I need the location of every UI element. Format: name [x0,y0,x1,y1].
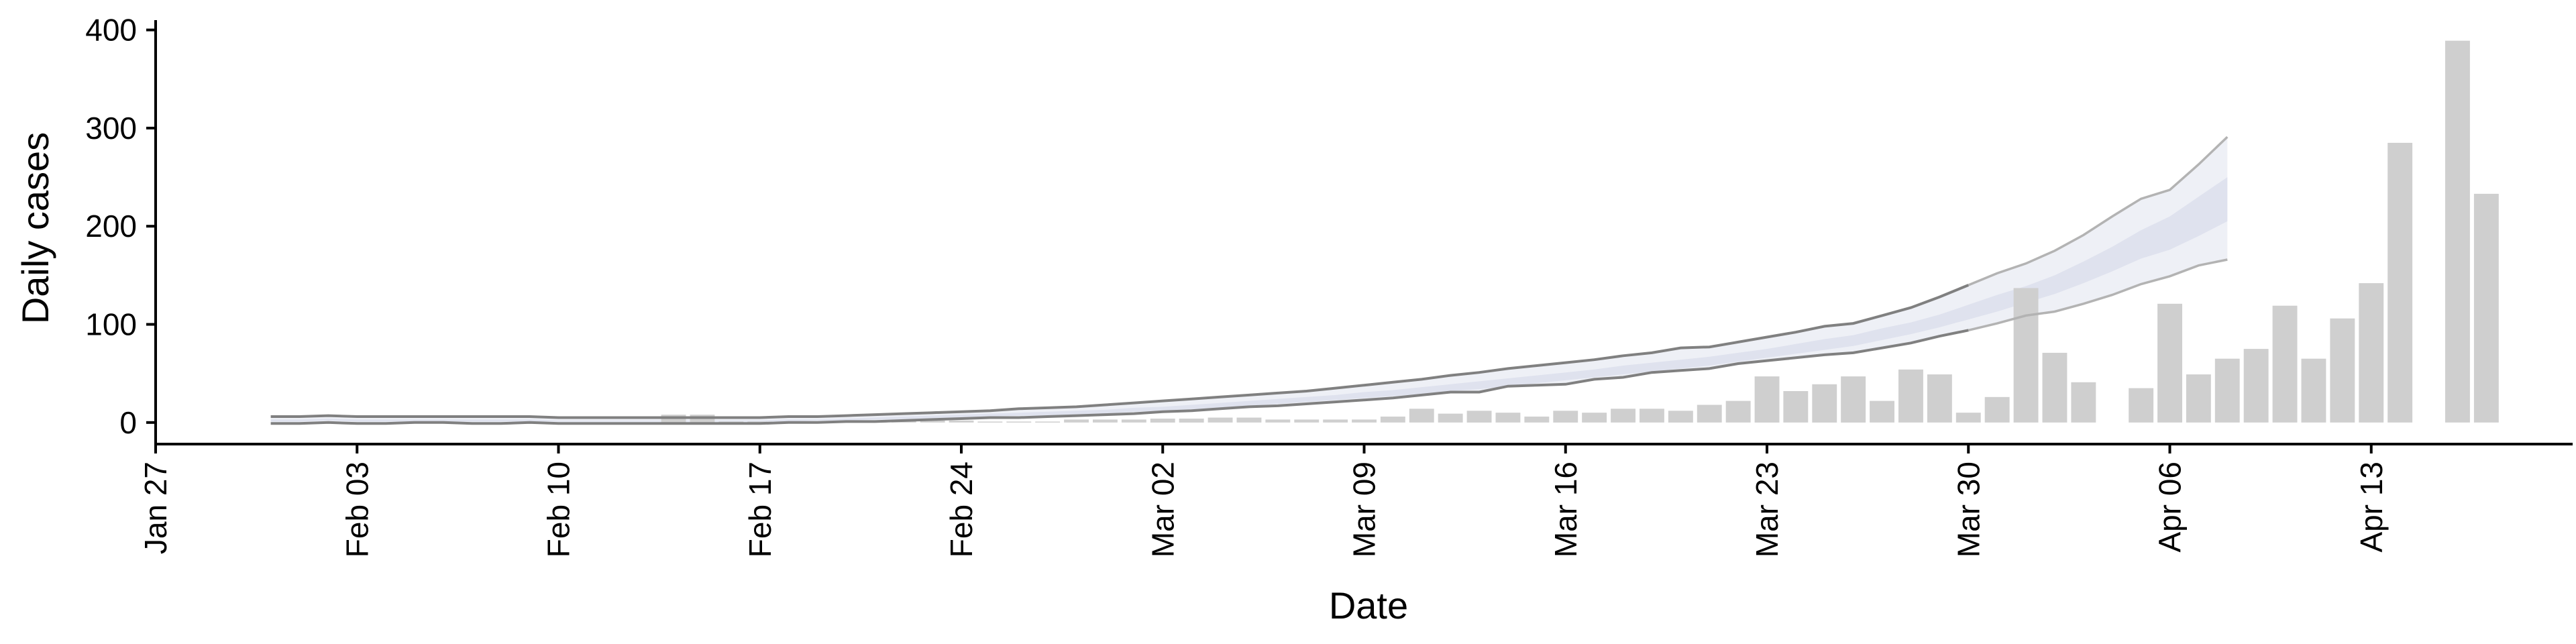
y-tick-label: 0 [119,405,137,440]
y-tick-label: 300 [85,111,137,146]
daily-case-bar [2330,318,2355,423]
x-tick-label: Mar 09 [1347,462,1382,557]
x-tick-label: Feb 03 [339,462,374,557]
daily-case-bar [1754,376,1780,423]
projection-inner-band [270,177,2228,422]
x-tick-label: Mar 23 [1750,462,1784,557]
daily-case-bar [2214,358,2240,423]
daily-case-bar [1725,400,1751,423]
daily-case-bar [1984,396,2010,423]
daily-case-bar [2186,374,2211,423]
x-tick-label: Apr 13 [2354,462,2389,553]
daily-case-bar [2013,288,2039,423]
daily-case-bar [2387,142,2413,423]
daily-case-bar [1121,419,1146,423]
x-tick-label: Mar 02 [1145,462,1180,557]
daily-case-bar [1409,409,1434,423]
x-tick-label: Feb 10 [541,462,576,557]
daily-case-bar [718,421,744,423]
daily-case-bar [1668,411,1693,423]
projection-lines [270,136,2229,425]
daily-case-bar [1380,417,1405,423]
daily-case-bar [1236,417,1262,423]
daily-case-bar [1495,413,1521,423]
daily-case-bar [1093,419,1118,423]
y-tick-label: 200 [85,209,137,244]
daily-case-bar [1150,419,1175,423]
daily-case-bar [1006,421,1032,423]
daily-case-bar [1870,400,1894,423]
daily-case-bar [1611,409,1635,423]
x-tick-label: Mar 16 [1548,462,1583,557]
daily-case-bar [1294,419,1320,423]
daily-case-bar [1438,413,1463,423]
daily-case-bar [1265,419,1291,423]
daily-case-bar [1955,413,1981,423]
daily-case-bar [2042,352,2068,423]
daily-case-bar [1064,419,1089,423]
daily-case-bar [2129,388,2154,423]
daily-case-bar [1898,369,1923,423]
x-tick-label: Feb 17 [743,462,777,557]
x-tick-label: Apr 06 [2153,462,2188,553]
daily-case-bar [949,420,974,423]
daily-case-bar [1812,384,1837,423]
daily-case-bar [1582,413,1607,423]
daily-case-bar [2272,305,2298,423]
projection-outer-band [270,137,2228,424]
daily-case-bar [1035,421,1061,423]
daily-case-bar [1640,409,1664,423]
daily-case-bar [1841,376,1866,423]
daily-case-bar [1208,417,1233,423]
daily-case-bar [1783,391,1809,423]
daily-case-bar [2301,358,2326,423]
x-tick-label: Feb 24 [944,462,979,557]
daily-case-bar [2157,303,2182,423]
x-tick-label: Mar 30 [1951,462,1986,557]
daily-case-bar [1697,405,1722,423]
daily-case-bar [977,421,1003,423]
x-tick-label: Jan 27 [138,462,173,554]
daily-case-bar [2473,193,2499,423]
projection-bands [270,137,2228,424]
y-axis-title: Daily cases [14,132,56,324]
daily-case-bars [661,40,2499,423]
y-tick-label: 100 [85,307,137,342]
daily-case-bar [920,420,945,423]
daily-case-bar [2445,40,2470,423]
daily-case-bar [1179,419,1204,423]
projection-upper-tail [1968,136,2229,286]
daily-case-bar [747,421,773,423]
daily-case-bar [2071,382,2096,423]
daily-case-bar [1323,419,1348,423]
daily-case-bar [1927,374,1952,423]
projection-upper-line [270,284,1970,419]
x-axis-title: Date [1329,584,1408,627]
axes: 0 100 200 300 400 Jan 27 Feb 03 Feb 10 Feb 17 Feb… [85,13,2573,557]
projection-lower-tail [1968,258,2228,332]
daily-case-bar [1466,411,1492,423]
daily-case-bar [2359,283,2384,423]
daily-case-bar [1352,419,1377,423]
daily-case-bar [2243,349,2269,423]
daily-case-bar [1553,411,1578,423]
y-tick-label: 400 [85,13,137,48]
daily-case-bar [1524,417,1550,423]
projection-lower-line [270,329,1969,425]
